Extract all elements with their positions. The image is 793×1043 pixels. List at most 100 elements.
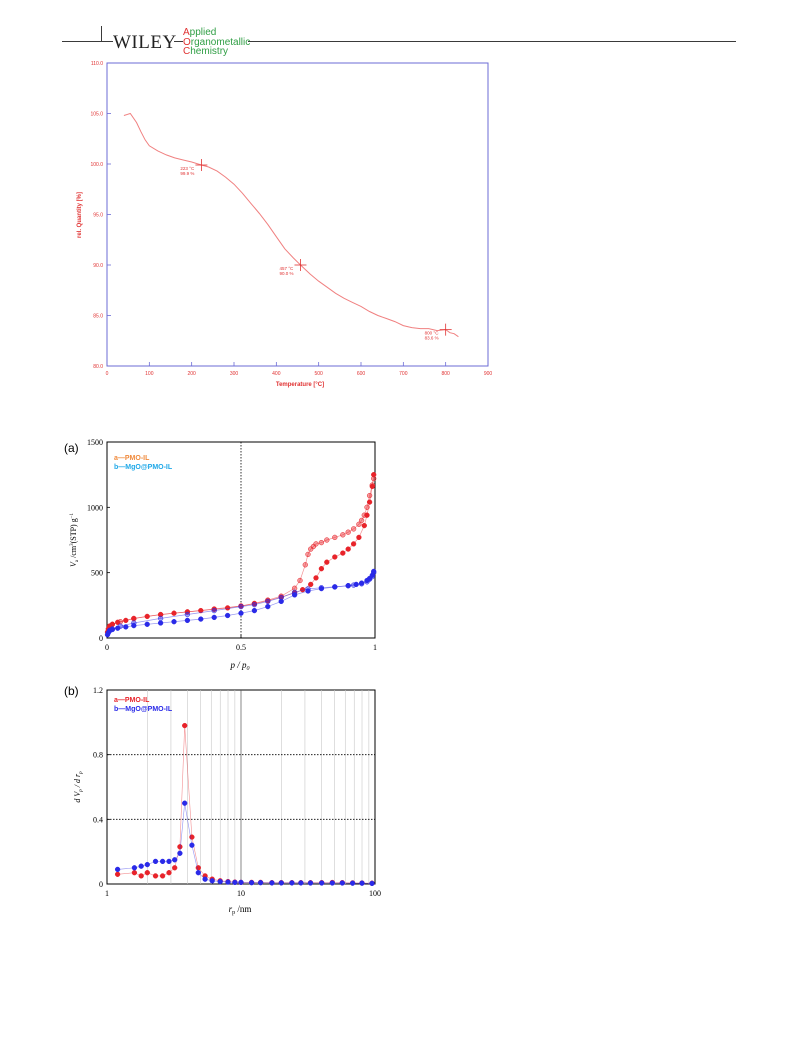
isotherm-desorption-point — [358, 581, 365, 587]
isotherm-adsorption-point — [371, 568, 377, 575]
tga-x-tick-label: 600 — [357, 371, 366, 377]
isotherm-desorption-point — [265, 598, 271, 605]
isotherm-adsorption-point — [123, 624, 129, 630]
tga-y-axis-label: rel. Quantity [%] — [77, 192, 83, 238]
tga-plot-frame — [106, 62, 489, 367]
tga-y-tick-label: 110.0 — [91, 61, 103, 67]
journal-cap-2: O — [183, 36, 191, 48]
pore-size-point — [349, 880, 356, 886]
pore-size-point — [144, 870, 150, 876]
isotherm-desorption-point — [356, 521, 362, 527]
isotherm-desorption-point — [157, 611, 164, 618]
tga-x-tick-label: 700 — [399, 371, 408, 377]
pore-size-y-tick-label: 0.4 — [93, 815, 103, 824]
publisher-logo: WILEY — [113, 32, 177, 53]
isotherm-desorption-point — [364, 504, 370, 510]
journal-rest-2: rganometallic — [190, 36, 251, 48]
pore-size-point — [152, 873, 159, 879]
header-tick — [101, 26, 102, 42]
tga-annotation-pct: 83.6 % — [425, 336, 439, 341]
tga-annotation-temp: 223 °C — [180, 166, 195, 171]
isotherm-desorption-point — [278, 594, 284, 601]
header-rule-right — [248, 41, 736, 42]
isotherm-desorption-point — [305, 551, 311, 558]
pore-size-point — [289, 880, 295, 886]
isotherm-desorption-point — [350, 582, 357, 588]
tga-chart: 80.0 85.0 90.0 95.0 100.0 105.0 110.0 0 100 200 3… — [77, 61, 492, 388]
isotherm-desorption-point — [350, 526, 357, 532]
isotherm-adsorption-point — [265, 603, 271, 610]
pore-size-point — [138, 873, 144, 879]
isotherm-desorption-point — [117, 619, 124, 625]
pore-size-point — [217, 878, 223, 885]
header-rule-left — [62, 41, 113, 42]
pore-size-point — [202, 876, 208, 882]
isotherm-adsorption-point — [318, 566, 325, 572]
isotherm-desorption-point — [305, 586, 311, 592]
isotherm-adsorption-point — [238, 610, 244, 616]
tga-annotation-temp: 800 °C — [425, 331, 440, 336]
isotherm-desorption-point — [369, 482, 375, 488]
pore-size-point — [278, 880, 284, 886]
isotherm-adsorption-point — [356, 534, 362, 541]
pore-size-y-tick-label: 0 — [99, 880, 103, 889]
isotherm-desorption-point — [371, 570, 377, 576]
isotherm-legend-b: b—MgO@PMO-IL — [114, 464, 173, 471]
isotherm-adsorption-point — [350, 541, 357, 547]
journal-rest-1: pplied — [189, 27, 217, 38]
page-header: WILEY Applied Organometallic Chemistry — [0, 0, 793, 60]
pore-size-point — [172, 857, 178, 863]
pore-size-point — [232, 879, 238, 886]
pore-size-point — [189, 842, 195, 848]
pore-size-point — [131, 870, 138, 876]
isotherm-x-tick-label: 0.5 — [236, 643, 246, 652]
pore-size-point — [298, 880, 304, 886]
isotherm-adsorption-point — [345, 546, 351, 552]
pore-size-point — [138, 863, 144, 869]
pore-size-point — [114, 866, 121, 873]
pore-size-point — [329, 880, 335, 886]
tga-annotation-pct: 90.0 % — [279, 271, 293, 276]
isotherm-desorption-point — [340, 532, 346, 538]
isotherm-adsorption-point — [157, 620, 164, 626]
isotherm-desorption-point — [308, 546, 314, 552]
isotherm-desorption-point — [358, 517, 365, 524]
journal-rest-3: hemistry — [190, 46, 229, 57]
isotherm-adsorption-point — [332, 554, 338, 560]
pore-size-point — [131, 865, 138, 871]
pore-size-point — [248, 880, 255, 886]
isotherm-x-tick-label: 1 — [373, 643, 377, 652]
pore-size-point — [257, 880, 264, 886]
tga-x-tick-label: 100 — [145, 371, 154, 377]
tga-y-tick-label: 85.0 — [93, 314, 103, 320]
pore-size-legend-b: b—MgO@PMO-IL — [114, 706, 173, 713]
journal-name: Applied Organometallic Chemistry — [183, 28, 250, 57]
pore-size-x-tick-label: 10 — [237, 889, 245, 898]
tga-x-tick-label: 500 — [314, 371, 323, 377]
pore-size-point — [195, 870, 201, 876]
isotherm-legend-a: a—PMO-IL — [114, 455, 150, 462]
isotherm-desorption-point — [345, 529, 351, 535]
isotherm-adsorption-point — [361, 522, 367, 529]
pore-size-point — [225, 879, 231, 885]
isotherm-y-axis-label: Va /cm3(STP) g−1 — [69, 512, 80, 567]
isotherm-desorption-point — [318, 539, 325, 546]
pore-size-point — [359, 880, 365, 886]
tga-y-tick-label: 95.0 — [93, 213, 103, 219]
isotherm-series-line — [109, 572, 375, 631]
isotherm-desorption-point — [117, 623, 124, 629]
pore-size-y-axis-label: d Vp / d rp — [73, 771, 84, 803]
pore-size-series-line — [117, 803, 373, 884]
isotherm-desorption-point — [291, 585, 298, 591]
isotherm-desorption-point — [131, 615, 137, 622]
pore-size-point — [177, 850, 183, 856]
journal-cap-1: A — [183, 27, 190, 38]
pore-size-point — [177, 844, 183, 850]
isotherm-desorption-point — [211, 607, 217, 614]
pore-size-point — [152, 858, 159, 865]
isotherm-desorption-point — [361, 512, 367, 518]
tga-curve — [123, 112, 459, 338]
isotherm-adsorption-point — [324, 559, 330, 565]
isotherm-desorption-point — [131, 620, 137, 626]
tga-y-tick-label: 80.0 — [93, 364, 103, 370]
